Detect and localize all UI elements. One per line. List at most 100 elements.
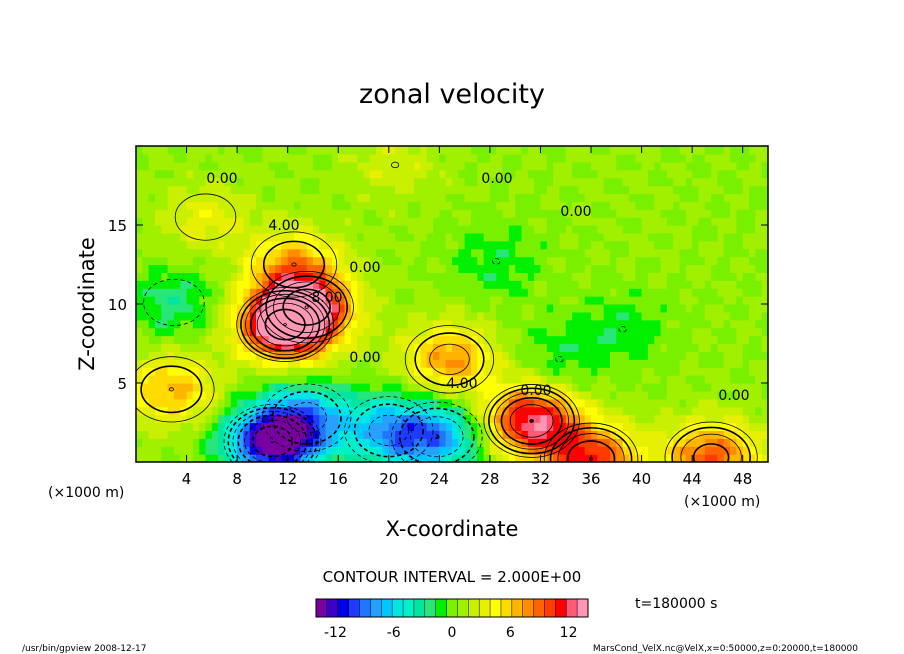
- field-cell: [199, 248, 207, 258]
- field-cell: [749, 232, 756, 242]
- field-cell: [723, 327, 731, 337]
- field-cell: [205, 343, 213, 352]
- field-cell: [470, 288, 478, 297]
- field-cell: [262, 153, 270, 163]
- field-cell: [635, 327, 643, 337]
- field-cell: [679, 248, 687, 258]
- field-cell: [755, 430, 763, 439]
- field-cell: [641, 280, 649, 289]
- field-cell: [616, 209, 624, 218]
- field-cell: [666, 311, 674, 321]
- field-cell: [414, 422, 421, 431]
- field-cell: [597, 161, 605, 171]
- field-cell: [527, 193, 535, 202]
- field-cell: [388, 169, 396, 179]
- field-cell: [142, 201, 150, 210]
- field-cell: [186, 193, 194, 202]
- field-cell: [711, 438, 719, 447]
- contour-label: 8.00: [311, 290, 342, 306]
- field-cell: [730, 438, 737, 447]
- field-cell: [331, 319, 339, 329]
- field-cell: [357, 193, 365, 202]
- field-cell: [395, 367, 403, 376]
- field-cell: [319, 359, 327, 368]
- field-cell: [256, 383, 263, 392]
- field-cell: [275, 375, 282, 384]
- field-cell: [230, 177, 238, 187]
- field-cell: [540, 319, 548, 329]
- field-cell: [300, 280, 308, 289]
- field-cell: [319, 446, 327, 455]
- field-cell: [723, 319, 731, 329]
- field-cell: [414, 406, 421, 416]
- field-cell: [470, 296, 478, 305]
- field-cell: [749, 264, 756, 273]
- field-cell: [186, 406, 194, 416]
- field-cell: [243, 264, 251, 273]
- field-cell: [616, 375, 624, 384]
- field-cell: [173, 335, 181, 345]
- field-cell: [452, 256, 459, 266]
- field-cell: [483, 177, 491, 187]
- field-cell: [749, 146, 756, 155]
- field-cell: [673, 177, 681, 187]
- field-cell: [628, 288, 636, 297]
- field-cell: [515, 264, 523, 273]
- field-cell: [685, 454, 693, 462]
- field-cell: [647, 304, 655, 313]
- field-cell: [603, 406, 611, 416]
- field-cell: [711, 153, 719, 163]
- field-cell: [584, 232, 592, 242]
- field-cell: [749, 288, 756, 297]
- field-cell: [414, 193, 421, 202]
- field-cell: [603, 240, 611, 250]
- field-cell: [218, 264, 226, 273]
- x-tick-label: 8: [232, 470, 242, 488]
- field-cell: [369, 335, 377, 345]
- field-cell: [218, 256, 226, 266]
- field-cell: [464, 390, 472, 400]
- field-cell: [180, 193, 188, 202]
- field-cell: [268, 177, 276, 187]
- field-cell: [192, 201, 200, 210]
- field-cell: [154, 272, 162, 281]
- field-cell: [433, 272, 440, 281]
- field-cell: [325, 383, 333, 392]
- field-cell: [698, 169, 706, 179]
- field-cell: [641, 177, 649, 187]
- field-cell: [736, 248, 744, 258]
- field-cell: [262, 327, 270, 337]
- field-cell: [654, 383, 662, 392]
- field-cell: [414, 375, 421, 384]
- field-cell: [508, 430, 516, 439]
- field-cell: [591, 359, 598, 368]
- field-cell: [685, 304, 693, 313]
- field-cell: [736, 406, 744, 416]
- field-cell: [704, 367, 712, 376]
- field-cell: [167, 201, 175, 210]
- field-cell: [578, 304, 586, 313]
- field-cell: [433, 335, 440, 345]
- field-cell: [559, 193, 567, 202]
- field-cell: [224, 201, 232, 210]
- field-cell: [496, 272, 504, 281]
- field-cell: [610, 454, 617, 462]
- field-cell: [243, 319, 251, 329]
- field-cell: [433, 225, 440, 234]
- field-cell: [553, 280, 561, 289]
- field-cell: [414, 248, 421, 258]
- field-cell: [635, 272, 643, 281]
- contour-line: [549, 427, 633, 462]
- field-cell: [755, 367, 763, 376]
- field-cell: [660, 438, 668, 447]
- colorbar-swatch: [381, 599, 393, 617]
- field-cell: [610, 209, 617, 218]
- field-cell: [534, 256, 542, 266]
- field-cell: [489, 264, 497, 273]
- field-cell: [628, 161, 636, 171]
- field-cell: [376, 351, 384, 360]
- field-cell: [275, 422, 282, 431]
- field-cell: [275, 256, 282, 266]
- field-cell: [173, 209, 181, 218]
- field-cell: [622, 296, 630, 305]
